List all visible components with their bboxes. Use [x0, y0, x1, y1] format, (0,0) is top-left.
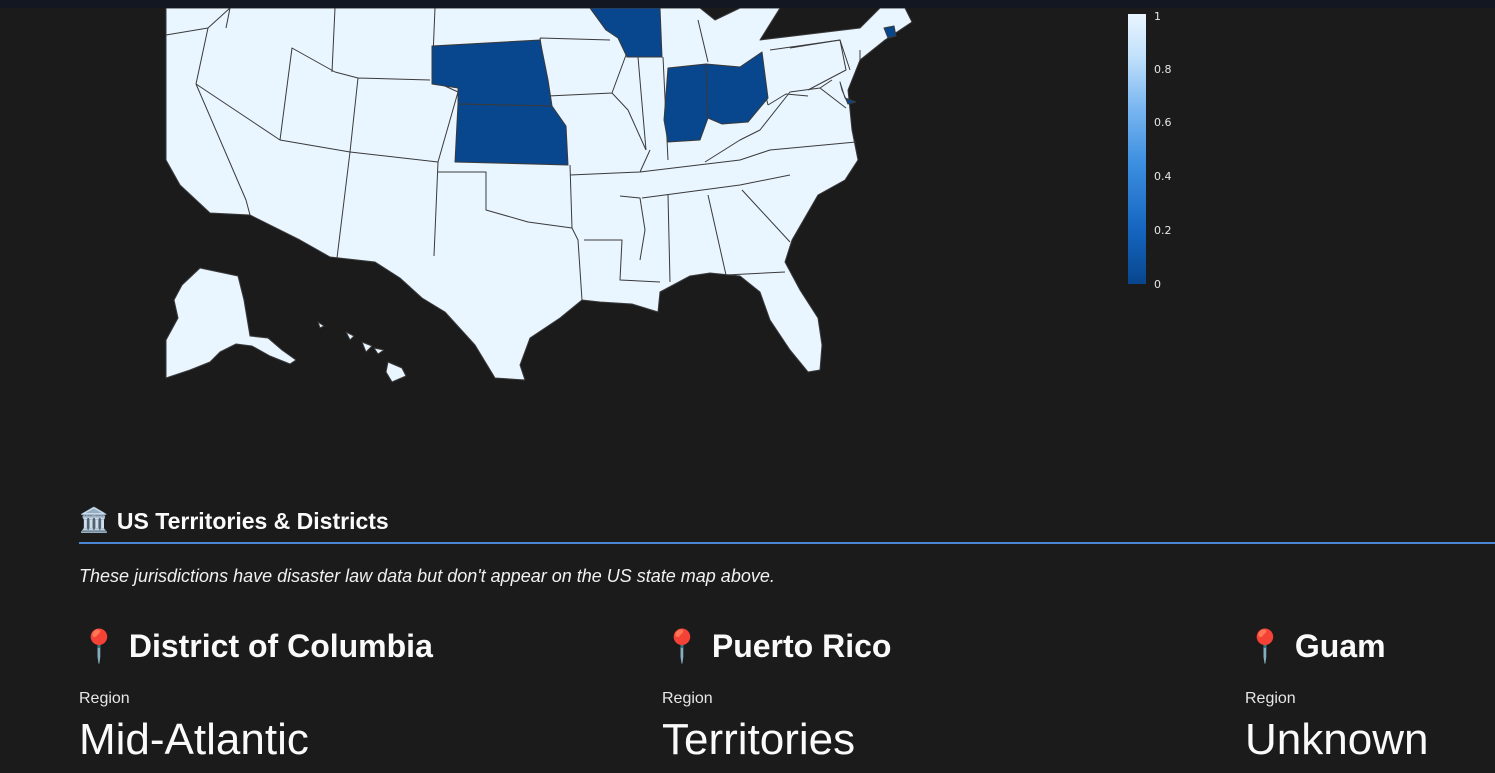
government-building-icon: 🏛️: [79, 507, 109, 534]
colorbar-tick-0: 0: [1154, 278, 1161, 291]
colorbar-tick-1: 1: [1154, 10, 1161, 23]
territories-section-header: 🏛️ US Territories & Districts: [79, 500, 1495, 544]
territory-name: Puerto Rico: [711, 627, 892, 664]
territories-caption: These jurisdictions have disaster law da…: [79, 566, 775, 586]
region-label: Region: [79, 690, 130, 707]
map-state-hawaii: [317, 321, 407, 383]
map-state-kansas: [454, 103, 569, 166]
app-header-bar: [0, 0, 1495, 8]
colorbar: [1128, 14, 1146, 284]
section-title: US Territories & Districts: [116, 507, 389, 534]
map-state-connecticut: [883, 25, 897, 39]
choropleth-map[interactable]: 1 0.8 0.6 0.4 0.2 0: [0, 8, 1495, 448]
us-map-svg: 1 0.8 0.6 0.4 0.2 0: [165, 8, 1172, 383]
pin-icon: 📍: [662, 628, 702, 664]
colorbar-tick-0.6: 0.6: [1154, 116, 1172, 129]
region-label: Region: [1245, 690, 1296, 707]
map-state-delaware: [839, 81, 857, 105]
colorbar-tick-0.2: 0.2: [1154, 224, 1172, 237]
territory-card-puerto-rico: 📍 Puerto Rico Region Territories: [662, 622, 1222, 762]
region-value: Mid-Atlantic: [79, 715, 309, 764]
region-value: Unknown: [1245, 715, 1429, 764]
territory-name: Guam: [1294, 627, 1386, 664]
pin-icon: 📍: [1245, 628, 1285, 664]
territory-card-dc: 📍 District of Columbia Region Mid-Atlant…: [79, 622, 639, 762]
territory-card-guam: 📍 Guam Region Unknown: [1245, 622, 1495, 762]
colorbar-tick-0.4: 0.4: [1154, 170, 1172, 183]
colorbar-tick-0.8: 0.8: [1154, 63, 1172, 76]
territory-name: District of Columbia: [128, 627, 433, 664]
pin-icon: 📍: [79, 628, 119, 664]
region-value: Territories: [662, 715, 856, 764]
map-state-wisconsin: [589, 8, 663, 58]
map-state-alaska: [165, 267, 297, 379]
map-state-ohio: [705, 51, 769, 125]
map-state-indiana: [663, 63, 709, 143]
region-label: Region: [662, 690, 713, 707]
